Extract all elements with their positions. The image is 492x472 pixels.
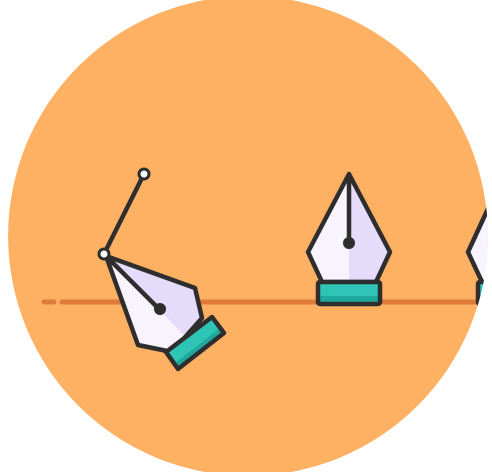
partial-nib-outline (465, 199, 488, 283)
upright-pen-nib-icon (305, 171, 393, 307)
tilted-nib-grip (166, 317, 224, 369)
upright-nib-grip-outline (315, 279, 383, 307)
upright-nib-grip-edge (318, 296, 380, 304)
tilted-pen-nib-icon (97, 247, 227, 372)
bezier-handle-icon (101, 167, 151, 257)
circle-background (8, 0, 488, 472)
tilted-nib-anchor-point (97, 247, 111, 261)
tilted-nib-shade (106, 256, 202, 337)
upright-nib-hole (343, 237, 355, 249)
upright-nib-shade (349, 174, 390, 282)
tilted-nib-hole (154, 303, 166, 315)
tilted-nib-slit (105, 255, 161, 311)
bezier-handle-line (101, 171, 147, 257)
tilted-nib-grip-outline (163, 314, 227, 372)
bezier-handle-point (137, 167, 151, 181)
circle-scene (8, 0, 488, 472)
partial-nib-grip-outline (475, 279, 488, 307)
tilted-nib-grip-edge (174, 328, 224, 369)
